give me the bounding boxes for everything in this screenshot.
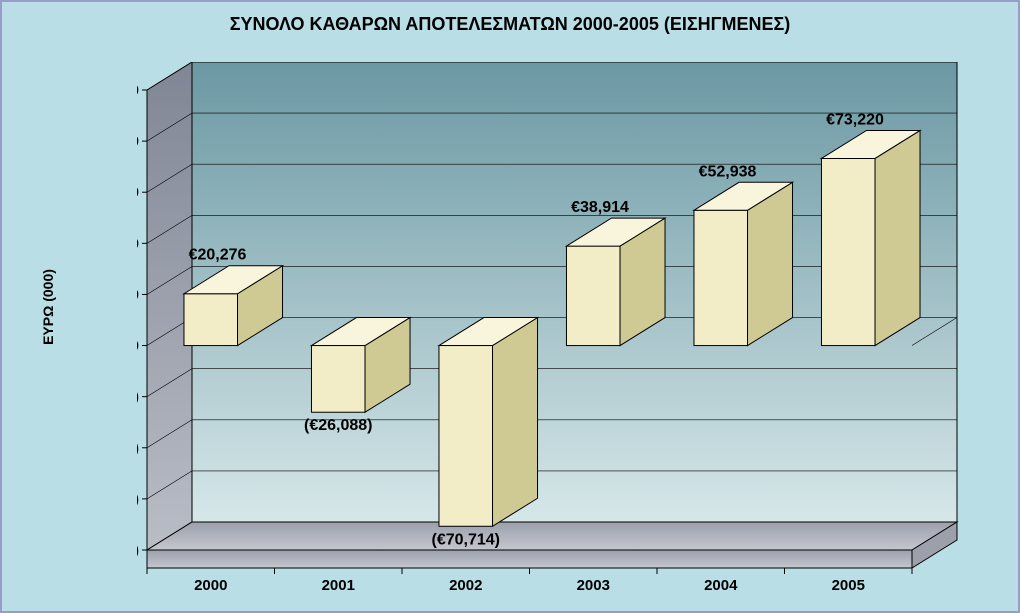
bar-value-label: €52,938 [699,163,757,180]
bar-value-label: €38,914 [571,199,629,216]
bar-value-label: €20,276 [189,247,247,264]
category-label: 2005 [832,577,865,594]
bar-value-label: €73,220 [826,111,884,128]
plot-area: (€80,000) (€60,000) (€40,000) (€20,000) €0 €2… [137,62,967,572]
category-label: 2001 [322,577,355,594]
chart-frame: ΣΥΝΟΛΟ ΚΑΘΑΡΩΝ ΑΠΟΤΕΛΕΣΜΑΤΩΝ 2000-2005 (… [0,0,1020,613]
bar [694,210,748,345]
y-tick-label: (€60,000) [137,491,139,508]
chart-svg: (€80,000) (€60,000) (€40,000) (€20,000) €0 €2… [137,62,967,602]
bar-value-label: (€70,714) [432,531,501,548]
y-tick-label: €20,000 [137,286,139,303]
bar [184,294,238,346]
y-tick-label: €40,000 [137,235,139,252]
y-tick-label: (€40,000) [137,440,139,457]
bar [311,346,365,413]
category-label: 2003 [577,577,610,594]
bar [439,346,493,527]
category-label: 2004 [704,577,738,594]
category-label: 2000 [194,577,227,594]
category-label: 2002 [449,577,482,594]
y-tick-label: €0 [137,338,139,355]
y-tick-label: €100,000 [137,82,139,99]
y-axis-label: ΕΥΡΩ (000) [40,269,56,345]
bar [821,158,875,345]
bar [566,246,620,345]
chart-title: ΣΥΝΟΛΟ ΚΑΘΑΡΩΝ ΑΠΟΤΕΛΕΣΜΑΤΩΝ 2000-2005 (… [2,14,1018,35]
y-tick-label: €60,000 [137,184,139,201]
bar-value-label: (€26,088) [304,417,373,434]
y-tick-label: (€80,000) [137,542,139,559]
y-tick-label: (€20,000) [137,389,139,406]
y-tick-label: €80,000 [137,133,139,150]
